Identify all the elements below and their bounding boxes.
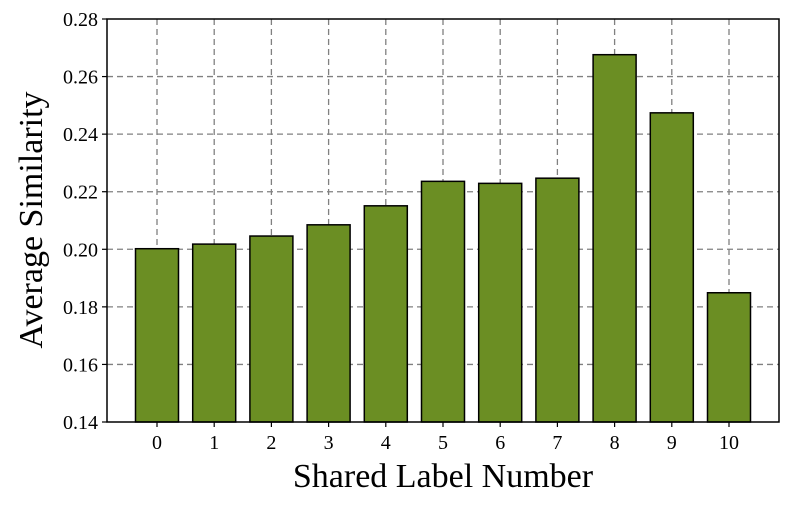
x-axis-title: Shared Label Number: [293, 458, 594, 495]
bar-8: [592, 53, 637, 423]
bar-1: [191, 243, 237, 423]
x-tick-label: 0: [152, 432, 162, 454]
y-tick-label: 0.26: [63, 67, 98, 89]
bars: [134, 53, 752, 423]
bar-10: [706, 292, 752, 423]
x-tick-label: 4: [381, 432, 391, 454]
x-tick-label: 2: [266, 432, 276, 454]
y-tick-label: 0.18: [63, 297, 98, 319]
x-tick-label: 10: [719, 432, 739, 454]
x-tick-label: 3: [324, 432, 334, 454]
y-tick-label: 0.22: [63, 182, 98, 204]
y-axis-title: Average Similarity: [13, 91, 50, 348]
y-tick-label: 0.28: [63, 9, 98, 31]
x-tick-labels: 0 1 2 3 4 5 6 7 8 9 10: [152, 432, 739, 454]
bar-4: [363, 205, 409, 423]
bar-0: [134, 247, 180, 423]
bar-7: [535, 177, 580, 423]
y-tick-label: 0.14: [63, 412, 98, 434]
x-tick-label: 8: [610, 432, 620, 454]
y-tick-labels: 0.14 0.16 0.18 0.20 0.22 0.24 0.26 0.28: [63, 9, 98, 434]
y-tick-label: 0.20: [63, 239, 98, 261]
x-tick-label: 6: [495, 432, 505, 454]
y-tick-label: 0.24: [63, 124, 98, 146]
bar-9: [649, 112, 695, 423]
x-tick-label: 1: [209, 432, 219, 454]
y-tick-label: 0.16: [63, 354, 98, 376]
bar-3: [306, 224, 351, 423]
axis-ticks: [102, 18, 730, 427]
bar-5: [420, 180, 466, 423]
x-tick-label: 9: [667, 432, 677, 454]
bar-6: [477, 182, 523, 423]
x-tick-label: 7: [552, 432, 562, 454]
bar-2: [249, 235, 294, 423]
x-tick-label: 5: [438, 432, 448, 454]
